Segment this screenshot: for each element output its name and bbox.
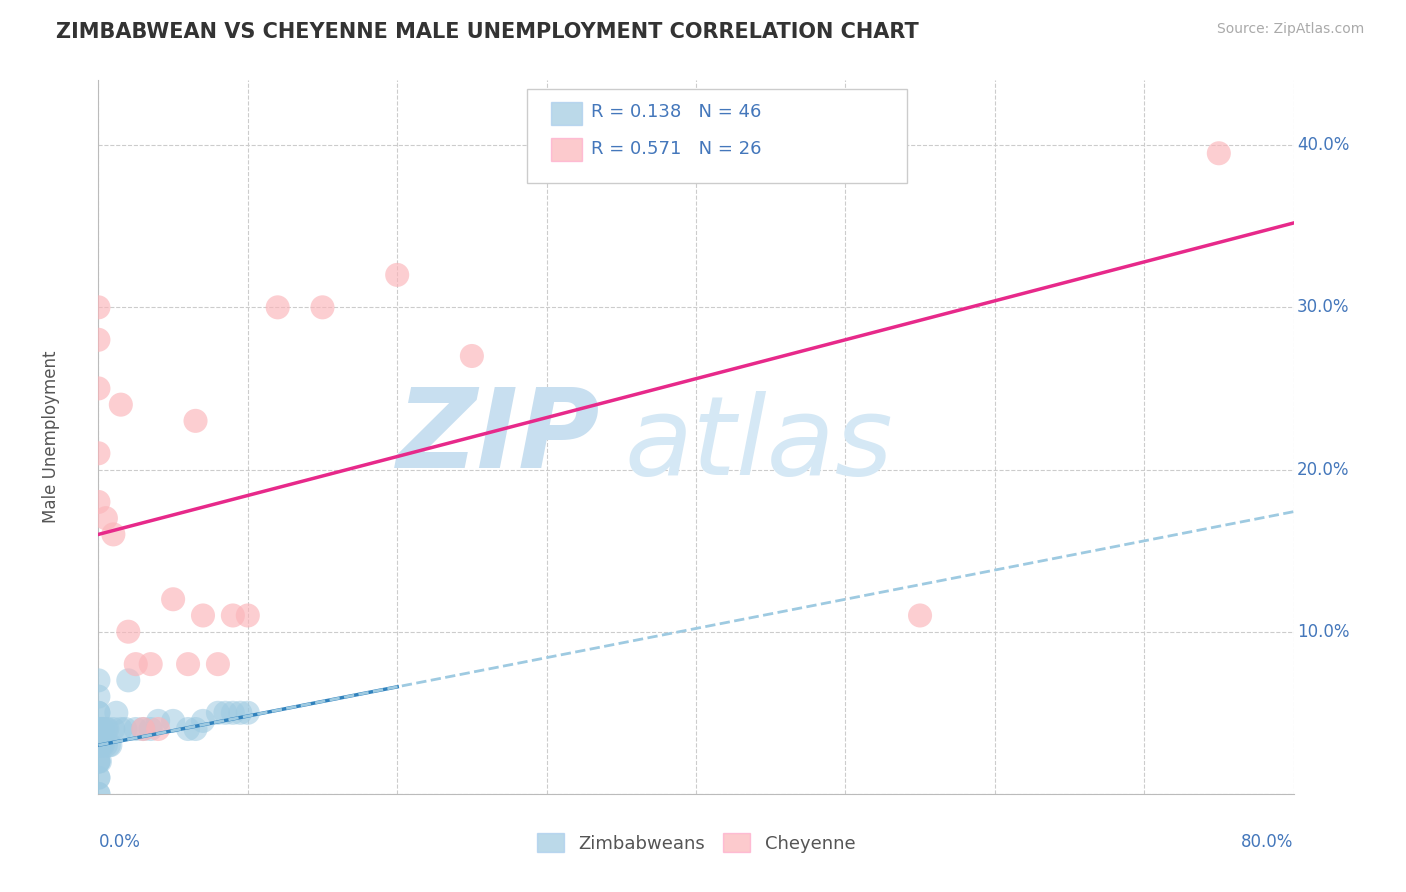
Point <box>105 706 128 720</box>
Point <box>117 624 139 639</box>
Point <box>91 738 114 752</box>
Point <box>89 722 111 736</box>
Point <box>87 333 110 347</box>
Point <box>94 738 117 752</box>
Text: 30.0%: 30.0% <box>1298 298 1350 317</box>
Point <box>184 414 207 428</box>
Point <box>148 714 170 728</box>
Point <box>162 714 184 728</box>
Point <box>87 787 110 801</box>
Point <box>89 738 111 752</box>
Point <box>1208 146 1230 161</box>
Point <box>132 722 155 736</box>
Point <box>207 706 229 720</box>
Text: 40.0%: 40.0% <box>1298 136 1350 154</box>
Point <box>110 722 132 736</box>
Point <box>162 592 184 607</box>
Point <box>236 608 259 623</box>
Point <box>87 495 110 509</box>
Point <box>139 657 162 672</box>
Text: Male Unemployment: Male Unemployment <box>42 351 59 524</box>
Legend: Zimbabweans, Cheyenne: Zimbabweans, Cheyenne <box>530 826 862 860</box>
Point <box>191 608 214 623</box>
Point <box>90 722 112 736</box>
Text: Source: ZipAtlas.com: Source: ZipAtlas.com <box>1216 22 1364 37</box>
Text: 10.0%: 10.0% <box>1298 623 1350 640</box>
Text: R = 0.571   N = 26: R = 0.571 N = 26 <box>591 140 761 158</box>
Point <box>89 755 111 769</box>
Point <box>222 706 245 720</box>
Point <box>311 301 333 315</box>
Point <box>236 706 259 720</box>
Text: ZIP: ZIP <box>396 384 600 491</box>
Point <box>139 722 162 736</box>
Point <box>97 738 120 752</box>
Point <box>87 787 110 801</box>
Point <box>191 714 214 728</box>
Point <box>117 673 139 688</box>
Point <box>908 608 931 623</box>
Point <box>96 722 118 736</box>
Point <box>87 690 110 704</box>
Point <box>98 738 122 752</box>
Point <box>87 673 110 688</box>
Point <box>148 722 170 736</box>
Point <box>87 722 110 736</box>
Point <box>132 722 155 736</box>
Point <box>91 722 114 736</box>
Point <box>103 527 125 541</box>
Point <box>177 722 200 736</box>
Point <box>385 268 409 282</box>
Point <box>94 722 117 736</box>
Text: ZIMBABWEAN VS CHEYENNE MALE UNEMPLOYMENT CORRELATION CHART: ZIMBABWEAN VS CHEYENNE MALE UNEMPLOYMENT… <box>56 22 920 42</box>
Point <box>207 657 229 672</box>
Point <box>87 738 110 752</box>
Text: R = 0.138   N = 46: R = 0.138 N = 46 <box>591 103 761 121</box>
Text: 20.0%: 20.0% <box>1298 460 1350 478</box>
Point <box>110 398 132 412</box>
Point <box>90 738 112 752</box>
Point <box>87 755 110 769</box>
Point <box>103 722 125 736</box>
Point <box>461 349 484 363</box>
Point <box>125 657 148 672</box>
Point <box>87 738 110 752</box>
Point <box>114 722 136 736</box>
Point <box>125 722 148 736</box>
Point <box>87 706 110 720</box>
Text: 80.0%: 80.0% <box>1241 833 1294 851</box>
Point <box>184 722 207 736</box>
Point <box>214 706 236 720</box>
Point <box>87 381 110 395</box>
Point <box>94 511 117 525</box>
Point <box>222 608 245 623</box>
Point <box>229 706 252 720</box>
Text: atlas: atlas <box>624 391 893 498</box>
Point <box>87 755 110 769</box>
Point <box>267 301 290 315</box>
Text: 0.0%: 0.0% <box>98 833 141 851</box>
Point <box>87 755 110 769</box>
Point <box>177 657 200 672</box>
Point <box>87 706 110 720</box>
Point <box>87 446 110 460</box>
Point <box>87 771 110 785</box>
Point <box>87 738 110 752</box>
Point <box>87 771 110 785</box>
Point <box>87 722 110 736</box>
Point <box>87 301 110 315</box>
